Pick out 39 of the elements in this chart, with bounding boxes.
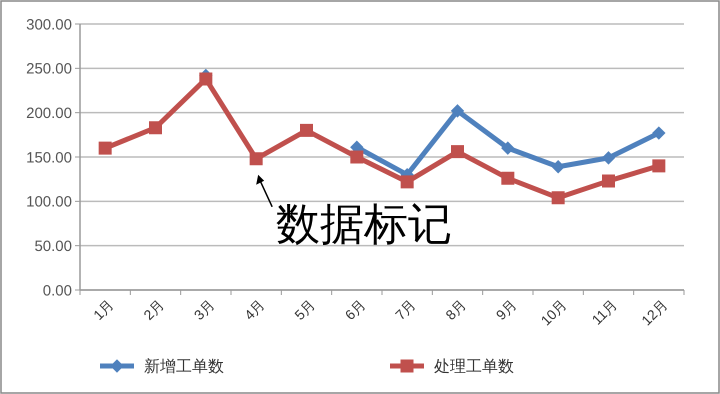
x-tick-label: 6月 <box>342 296 368 323</box>
point <box>350 150 364 164</box>
x-tick-label: 12月 <box>638 296 670 328</box>
point <box>98 142 112 155</box>
point <box>199 72 212 86</box>
x-tick-label: 5月 <box>291 296 318 323</box>
x-tick-label: 4月 <box>241 296 268 323</box>
point <box>552 160 565 174</box>
y-tick-label: 200.00 <box>26 104 72 122</box>
point <box>501 172 514 185</box>
point <box>300 124 313 137</box>
x-tick-label: 3月 <box>190 296 218 323</box>
point <box>552 191 565 204</box>
point <box>602 151 615 164</box>
point <box>451 104 464 118</box>
point <box>501 142 514 155</box>
point <box>652 159 666 172</box>
y-tick-label: 300.00 <box>26 16 72 34</box>
point <box>250 152 263 166</box>
y-tick-label: 50.00 <box>34 238 72 255</box>
legend-label: 新增工单数 <box>144 358 224 376</box>
x-tick-label: 11月 <box>588 296 620 328</box>
x-tick-label: 9月 <box>492 296 520 323</box>
x-tick-label: 10月 <box>538 296 570 328</box>
x-tick-label: 2月 <box>140 296 168 323</box>
y-tick-label: 100.00 <box>26 194 72 211</box>
point <box>149 121 162 134</box>
point <box>652 126 666 140</box>
point <box>400 175 414 188</box>
y-tick-label: 150.00 <box>26 149 72 166</box>
y-tick-label: 250.00 <box>26 60 72 78</box>
point <box>602 174 615 188</box>
x-tick-label: 7月 <box>392 296 419 323</box>
annotation: 数据标记 <box>276 200 452 249</box>
legend-label: 处理工单数 <box>434 358 514 376</box>
x-tick-label: 8月 <box>442 296 470 323</box>
y-tick-label: 0.00 <box>42 282 72 300</box>
x-tick-label: 1月 <box>90 296 117 323</box>
point <box>451 145 464 158</box>
